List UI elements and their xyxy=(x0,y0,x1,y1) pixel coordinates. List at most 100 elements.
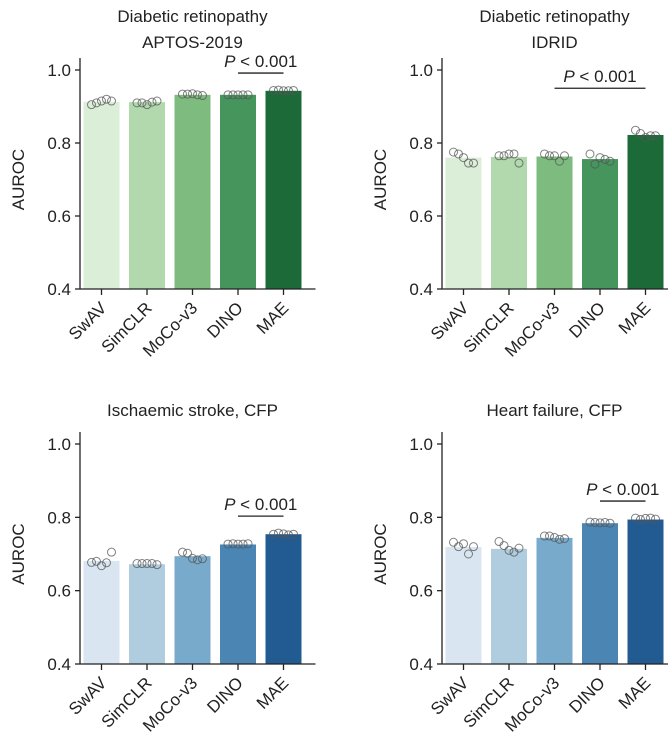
panel-3: Ischaemic stroke, CFPAUROC0.40.60.81.0Sw… xyxy=(9,401,316,736)
bar-simclr xyxy=(129,102,165,290)
data-point xyxy=(284,86,293,96)
p-symbol: P xyxy=(224,495,236,514)
y-tick-label: 0.6 xyxy=(409,207,433,226)
y-axis-label: AUROC xyxy=(371,149,390,210)
data-point xyxy=(600,154,610,164)
data-point xyxy=(142,100,152,110)
data-point xyxy=(595,153,605,163)
data-point xyxy=(193,555,202,565)
data-point xyxy=(238,90,248,100)
bar-swav xyxy=(445,157,482,289)
data-point xyxy=(555,534,564,544)
x-tick-label: DINO xyxy=(203,298,246,341)
data-point xyxy=(228,90,238,100)
data-point xyxy=(504,545,514,555)
x-tick-label: DINO xyxy=(565,298,608,341)
data-point xyxy=(494,151,504,161)
data-point xyxy=(560,534,569,544)
data-point xyxy=(178,89,187,99)
data-point xyxy=(107,547,116,557)
bar-moco-v3 xyxy=(536,537,573,664)
p-symbol: P xyxy=(586,480,598,499)
panel-2: Diabetic retinopathy IDRID AUROC 0.4 0.6 0.8 1… xyxy=(371,7,668,361)
data-point xyxy=(605,518,615,528)
y-tick-label: 0.4 xyxy=(47,655,71,674)
data-point xyxy=(459,539,468,549)
bar-moco-v3 xyxy=(536,156,573,289)
bar-simclr xyxy=(491,156,527,289)
data-point xyxy=(464,158,473,168)
data-point xyxy=(269,85,278,95)
data-point xyxy=(585,517,595,527)
data-point xyxy=(590,159,600,169)
data-point xyxy=(279,529,288,539)
data-point xyxy=(274,528,283,538)
y-axis-label: AUROC xyxy=(371,523,390,584)
bar-swav xyxy=(445,547,482,664)
bar-simclr xyxy=(491,548,527,664)
chart-title: IDRID xyxy=(531,33,577,52)
data-point xyxy=(651,131,660,141)
data-point xyxy=(188,553,197,563)
data-point xyxy=(274,85,283,95)
data-point xyxy=(514,543,524,553)
y-tick-label: 1.0 xyxy=(409,61,433,80)
p-value: < 0.001 xyxy=(597,480,659,499)
data-point xyxy=(193,90,202,100)
data-point xyxy=(499,151,509,161)
x-tick-label: MAE xyxy=(615,298,654,337)
data-point xyxy=(494,537,504,547)
bar-mae xyxy=(265,90,302,290)
x-tick-label: DINO xyxy=(565,673,608,716)
p-symbol: P xyxy=(563,67,575,86)
y-tick-label: 0.4 xyxy=(409,280,433,299)
chart-title: Diabetic retinopathy xyxy=(117,7,268,26)
data-point xyxy=(555,156,564,166)
data-point xyxy=(454,542,463,552)
bar-swav xyxy=(83,560,120,664)
data-point xyxy=(641,133,650,143)
data-point xyxy=(641,513,650,523)
data-point xyxy=(545,151,554,161)
p-symbol: P xyxy=(224,52,236,71)
data-point xyxy=(243,539,253,549)
panel-1: Diabetic retinopathy APTOS-2019 AUROC 0.4 0.… xyxy=(9,7,316,361)
bar-moco-v3 xyxy=(174,94,211,289)
data-point xyxy=(509,149,519,159)
data-point xyxy=(152,96,162,106)
y-tick-label: 0.8 xyxy=(47,508,71,527)
chart-title: Ischaemic stroke, CFP xyxy=(107,401,278,420)
panel-4: Heart failure, CFPAUROC0.40.60.81.0SwAVS… xyxy=(371,401,668,736)
data-point xyxy=(228,539,238,549)
bar-swav xyxy=(83,101,120,289)
data-point xyxy=(284,530,293,540)
data-point xyxy=(514,158,524,168)
data-point xyxy=(223,539,233,549)
data-point xyxy=(269,529,278,539)
data-point xyxy=(585,149,595,159)
bar-mae xyxy=(265,534,302,664)
x-tick-label: MAE xyxy=(253,673,292,712)
significance-label: P < 0.001 xyxy=(563,67,636,86)
data-point xyxy=(545,531,554,541)
y-tick-label: 1.0 xyxy=(47,61,71,80)
data-point xyxy=(560,151,569,161)
p-value: < 0.001 xyxy=(575,67,637,86)
significance-label: P < 0.001 xyxy=(586,480,659,499)
data-point xyxy=(147,559,157,569)
x-tick-label: MAE xyxy=(615,673,654,712)
y-tick-label: 1.0 xyxy=(409,435,433,454)
x-tick-label: DINO xyxy=(203,673,246,716)
data-point xyxy=(504,149,514,159)
data-point xyxy=(152,560,162,570)
data-point xyxy=(605,156,615,166)
data-point xyxy=(223,90,233,100)
data-point xyxy=(550,151,559,161)
data-point xyxy=(92,98,101,108)
y-tick-label: 1.0 xyxy=(47,435,71,454)
data-point xyxy=(137,98,147,108)
bar-dino xyxy=(582,159,618,289)
data-point xyxy=(289,529,298,539)
data-point xyxy=(651,514,660,524)
data-point xyxy=(97,561,106,571)
